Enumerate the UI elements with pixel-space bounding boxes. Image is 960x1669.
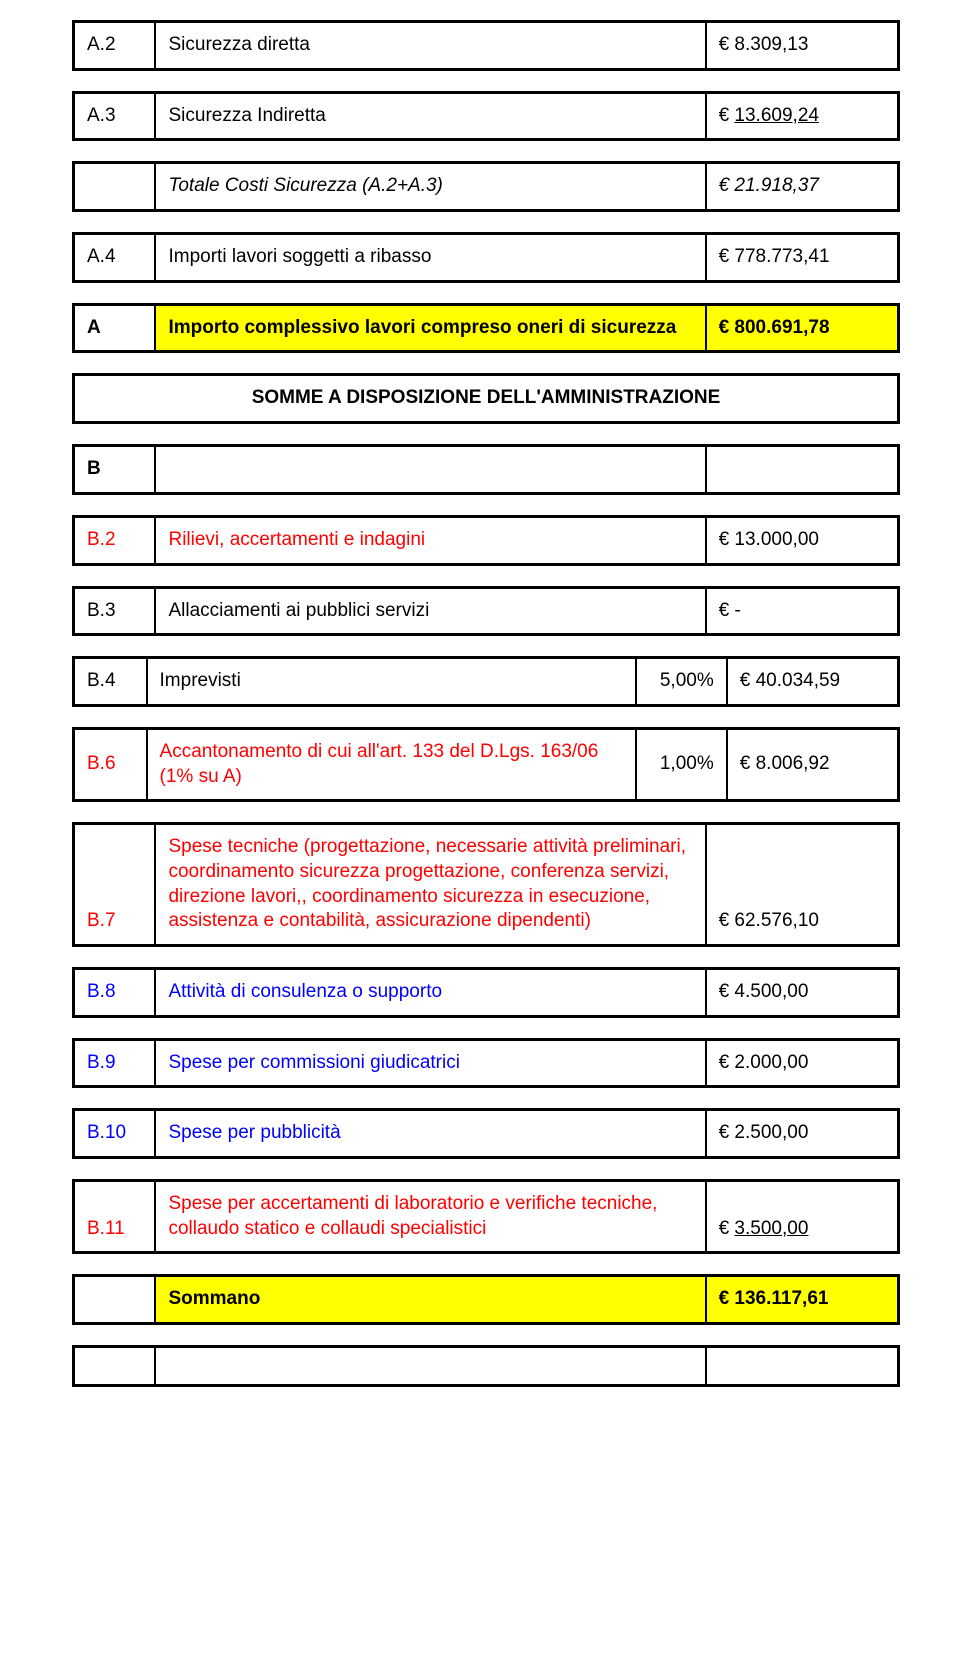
- label-cell: Spese per commissioni giudicatrici: [155, 1040, 705, 1087]
- value-cell: € 3.500,00: [706, 1181, 898, 1252]
- value-cell: € 62.576,10: [706, 824, 898, 945]
- row-b-sum: Sommano € 136.117,61: [72, 1274, 900, 1325]
- row-b2: B.2 Rilievi, accertamenti e indagini € 1…: [72, 515, 900, 566]
- label-cell: Spese per pubblicità: [155, 1110, 705, 1157]
- row-empty-trailer: [72, 1345, 900, 1387]
- code-cell: B.6: [74, 729, 147, 800]
- value: 778.773,41: [734, 246, 829, 267]
- section-title: SOMME A DISPOSIZIONE DELL'AMMINISTRAZION…: [74, 375, 898, 422]
- code-cell: B: [74, 446, 155, 493]
- value: -: [734, 600, 740, 621]
- row-b6: B.6 Accantonamento di cui all'art. 133 d…: [72, 727, 900, 802]
- code-cell: A.2: [74, 22, 155, 69]
- label-cell: Attività di consulenza o supporto: [155, 969, 705, 1016]
- empty-cell: [706, 1347, 898, 1385]
- code-cell: B.3: [74, 588, 155, 635]
- label-cell: Spese tecniche (progettazione, necessari…: [155, 824, 705, 945]
- value: 3.500,00: [734, 1218, 808, 1239]
- label-cell: Importi lavori soggetti a ribasso: [155, 234, 705, 281]
- row-a4: A.4 Importi lavori soggetti a ribasso € …: [72, 232, 900, 283]
- value: 40.034,59: [756, 670, 841, 691]
- row-b11: B.11 Spese per accertamenti di laborator…: [72, 1179, 900, 1254]
- value: 62.576,10: [734, 910, 819, 931]
- code-cell: A.4: [74, 234, 155, 281]
- pct-cell: 5,00%: [636, 658, 727, 705]
- row-b7: B.7 Spese tecniche (progettazione, neces…: [72, 822, 900, 947]
- value-cell: € 13.609,24: [706, 93, 898, 140]
- label-cell: Accantonamento di cui all'art. 133 del D…: [147, 729, 637, 800]
- label-cell: Allacciamenti ai pubblici servizi: [155, 588, 705, 635]
- value-cell: € 136.117,61: [706, 1276, 898, 1323]
- code-cell: [74, 1276, 155, 1323]
- label-cell: Totale Costi Sicurezza (A.2+A.3): [155, 163, 705, 210]
- value-cell: € 8.006,92: [727, 729, 898, 800]
- value-cell: € -: [706, 588, 898, 635]
- row-b3: B.3 Allacciamenti ai pubblici servizi € …: [72, 586, 900, 637]
- label-cell: Imprevisti: [147, 658, 637, 705]
- value: 800.691,78: [734, 317, 829, 338]
- value-cell: € 4.500,00: [706, 969, 898, 1016]
- row-b10: B.10 Spese per pubblicità € 2.500,00: [72, 1108, 900, 1159]
- value: 2.500,00: [734, 1122, 808, 1143]
- code-cell: B.10: [74, 1110, 155, 1157]
- value-cell: € 40.034,59: [727, 658, 898, 705]
- code-cell: A.3: [74, 93, 155, 140]
- value-cell: € 21.918,37: [706, 163, 898, 210]
- code-cell: B.11: [74, 1181, 155, 1252]
- value-cell: € 13.000,00: [706, 517, 898, 564]
- value-cell: € 800.691,78: [706, 305, 898, 352]
- label-cell: [155, 446, 705, 493]
- code-cell: [74, 163, 155, 210]
- code-cell: B.8: [74, 969, 155, 1016]
- row-b4: B.4 Imprevisti 5,00% € 40.034,59: [72, 656, 900, 707]
- label-cell: Sicurezza Indiretta: [155, 93, 705, 140]
- empty-cell: [155, 1347, 705, 1385]
- value-cell: € 778.773,41: [706, 234, 898, 281]
- label-cell: Sicurezza diretta: [155, 22, 705, 69]
- code-cell: B.7: [74, 824, 155, 945]
- row-a3: A.3 Sicurezza Indiretta € 13.609,24: [72, 91, 900, 142]
- document-page: A.2 Sicurezza diretta € 8.309,13 A.3 Sic…: [0, 0, 960, 1427]
- value: 8.006,92: [756, 753, 830, 774]
- label-cell: Importo complessivo lavori compreso oner…: [155, 305, 705, 352]
- value-cell: € 2.500,00: [706, 1110, 898, 1157]
- label-cell: Spese per accertamenti di laboratorio e …: [155, 1181, 705, 1252]
- value: 13.609,24: [734, 105, 819, 126]
- row-b9: B.9 Spese per commissioni giudicatrici €…: [72, 1038, 900, 1089]
- row-b8: B.8 Attività di consulenza o supporto € …: [72, 967, 900, 1018]
- value: 13.000,00: [734, 529, 819, 550]
- value: 2.000,00: [734, 1052, 808, 1073]
- code-cell: A: [74, 305, 155, 352]
- value: 136.117,61: [734, 1288, 828, 1309]
- section-b-header: SOMME A DISPOSIZIONE DELL'AMMINISTRAZION…: [72, 373, 900, 424]
- row-b: B: [72, 444, 900, 495]
- pct-cell: 1,00%: [636, 729, 727, 800]
- label-cell: Rilievi, accertamenti e indagini: [155, 517, 705, 564]
- empty-cell: [74, 1347, 155, 1385]
- row-atot: Totale Costi Sicurezza (A.2+A.3) € 21.91…: [72, 161, 900, 212]
- label-cell: Sommano: [155, 1276, 705, 1323]
- value-cell: € 8.309,13: [706, 22, 898, 69]
- row-a2: A.2 Sicurezza diretta € 8.309,13: [72, 20, 900, 71]
- value: 21.918,37: [734, 175, 819, 196]
- code-cell: B.4: [74, 658, 147, 705]
- code-cell: B.9: [74, 1040, 155, 1087]
- value-cell: € 2.000,00: [706, 1040, 898, 1087]
- value: 8.309,13: [734, 34, 808, 55]
- value-cell: [706, 446, 898, 493]
- row-a-total: A Importo complessivo lavori compreso on…: [72, 303, 900, 354]
- code-cell: B.2: [74, 517, 155, 564]
- value: 4.500,00: [734, 981, 808, 1002]
